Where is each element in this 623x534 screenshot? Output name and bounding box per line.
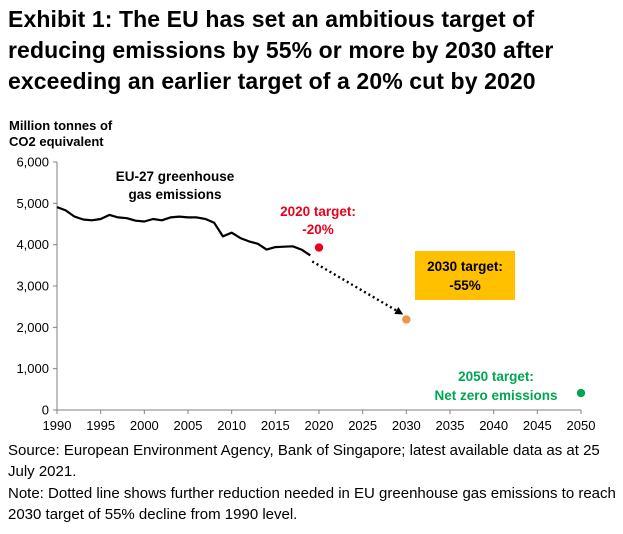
title-line: exceeding an earlier target of a 20% cut… — [8, 68, 536, 94]
y-tick-label: 6,000 — [16, 155, 49, 170]
source-note: Source: European Environment Agency, Ban… — [8, 442, 600, 480]
x-tick-label: 2030 — [392, 418, 421, 433]
title-line: Exhibit 1: The EU has set an ambitious t… — [8, 6, 535, 32]
projection-arrow — [311, 260, 404, 316]
target-label-2050: Net zero emissions — [434, 388, 557, 403]
x-tick-label: 1995 — [86, 418, 115, 433]
x-tick-label: 2015 — [261, 418, 290, 433]
x-tick-label: 2040 — [479, 418, 508, 433]
y-axis-title-line: Million tonnes of — [9, 118, 113, 133]
emissions-chart: 0 1,000 2,000 3,000 4,000 5,000 6,000 1990 1995 2… — [16, 155, 595, 434]
x-tick-label: 2005 — [174, 418, 203, 433]
y-tick-label: 0 — [42, 403, 49, 418]
target-label-2020: 2020 target: — [280, 204, 356, 219]
x-tick-label: 2045 — [523, 418, 552, 433]
x-tick-label: 2025 — [348, 418, 377, 433]
y-axis-title-line: CO2 equivalent — [9, 134, 104, 149]
target-point-t2030 — [402, 315, 411, 324]
y-tick-label: 3,000 — [16, 279, 49, 294]
target-point-t2050 — [576, 388, 586, 398]
x-tick-label: 2035 — [436, 418, 465, 433]
footnote: Note: Dotted line shows further reductio… — [8, 485, 616, 523]
y-tick-label: 1,000 — [16, 361, 49, 376]
x-tick-label: 2050 — [567, 418, 596, 433]
chart-ticks: 0 1,000 2,000 3,000 4,000 5,000 6,000 1990 1995 2… — [16, 155, 595, 434]
chart-title: Exhibit 1: The EU has set an ambitious t… — [8, 4, 620, 97]
title-line: reducing emissions by 55% or more by 203… — [8, 37, 554, 63]
y-tick-label: 5,000 — [16, 196, 49, 211]
series-label-line: gas emissions — [128, 187, 221, 202]
x-tick-label: 1990 — [43, 418, 72, 433]
series-line-eu27-emissions — [56, 206, 311, 257]
chart-marks — [56, 206, 586, 398]
y-axis-title: Million tonnes of CO2 equivalent — [9, 118, 112, 150]
series-label-line: EU-27 greenhouse — [116, 169, 235, 184]
target-label-2020: -20% — [302, 222, 334, 237]
x-tick-label: 2010 — [217, 418, 246, 433]
target-label-2030: -55% — [449, 278, 481, 293]
x-tick-label: 2020 — [305, 418, 334, 433]
target-point-t2020 — [314, 243, 324, 252]
target-label-2030: 2030 target: — [427, 259, 503, 274]
target-label-2050: 2050 target: — [458, 369, 534, 384]
y-tick-label: 2,000 — [16, 320, 49, 335]
x-tick-label: 2000 — [130, 418, 159, 433]
chart-labels: EU-27 greenhouse gas emissions 2020 target… — [116, 169, 558, 403]
y-tick-label: 4,000 — [16, 237, 49, 252]
target-box-2030 — [415, 251, 515, 300]
